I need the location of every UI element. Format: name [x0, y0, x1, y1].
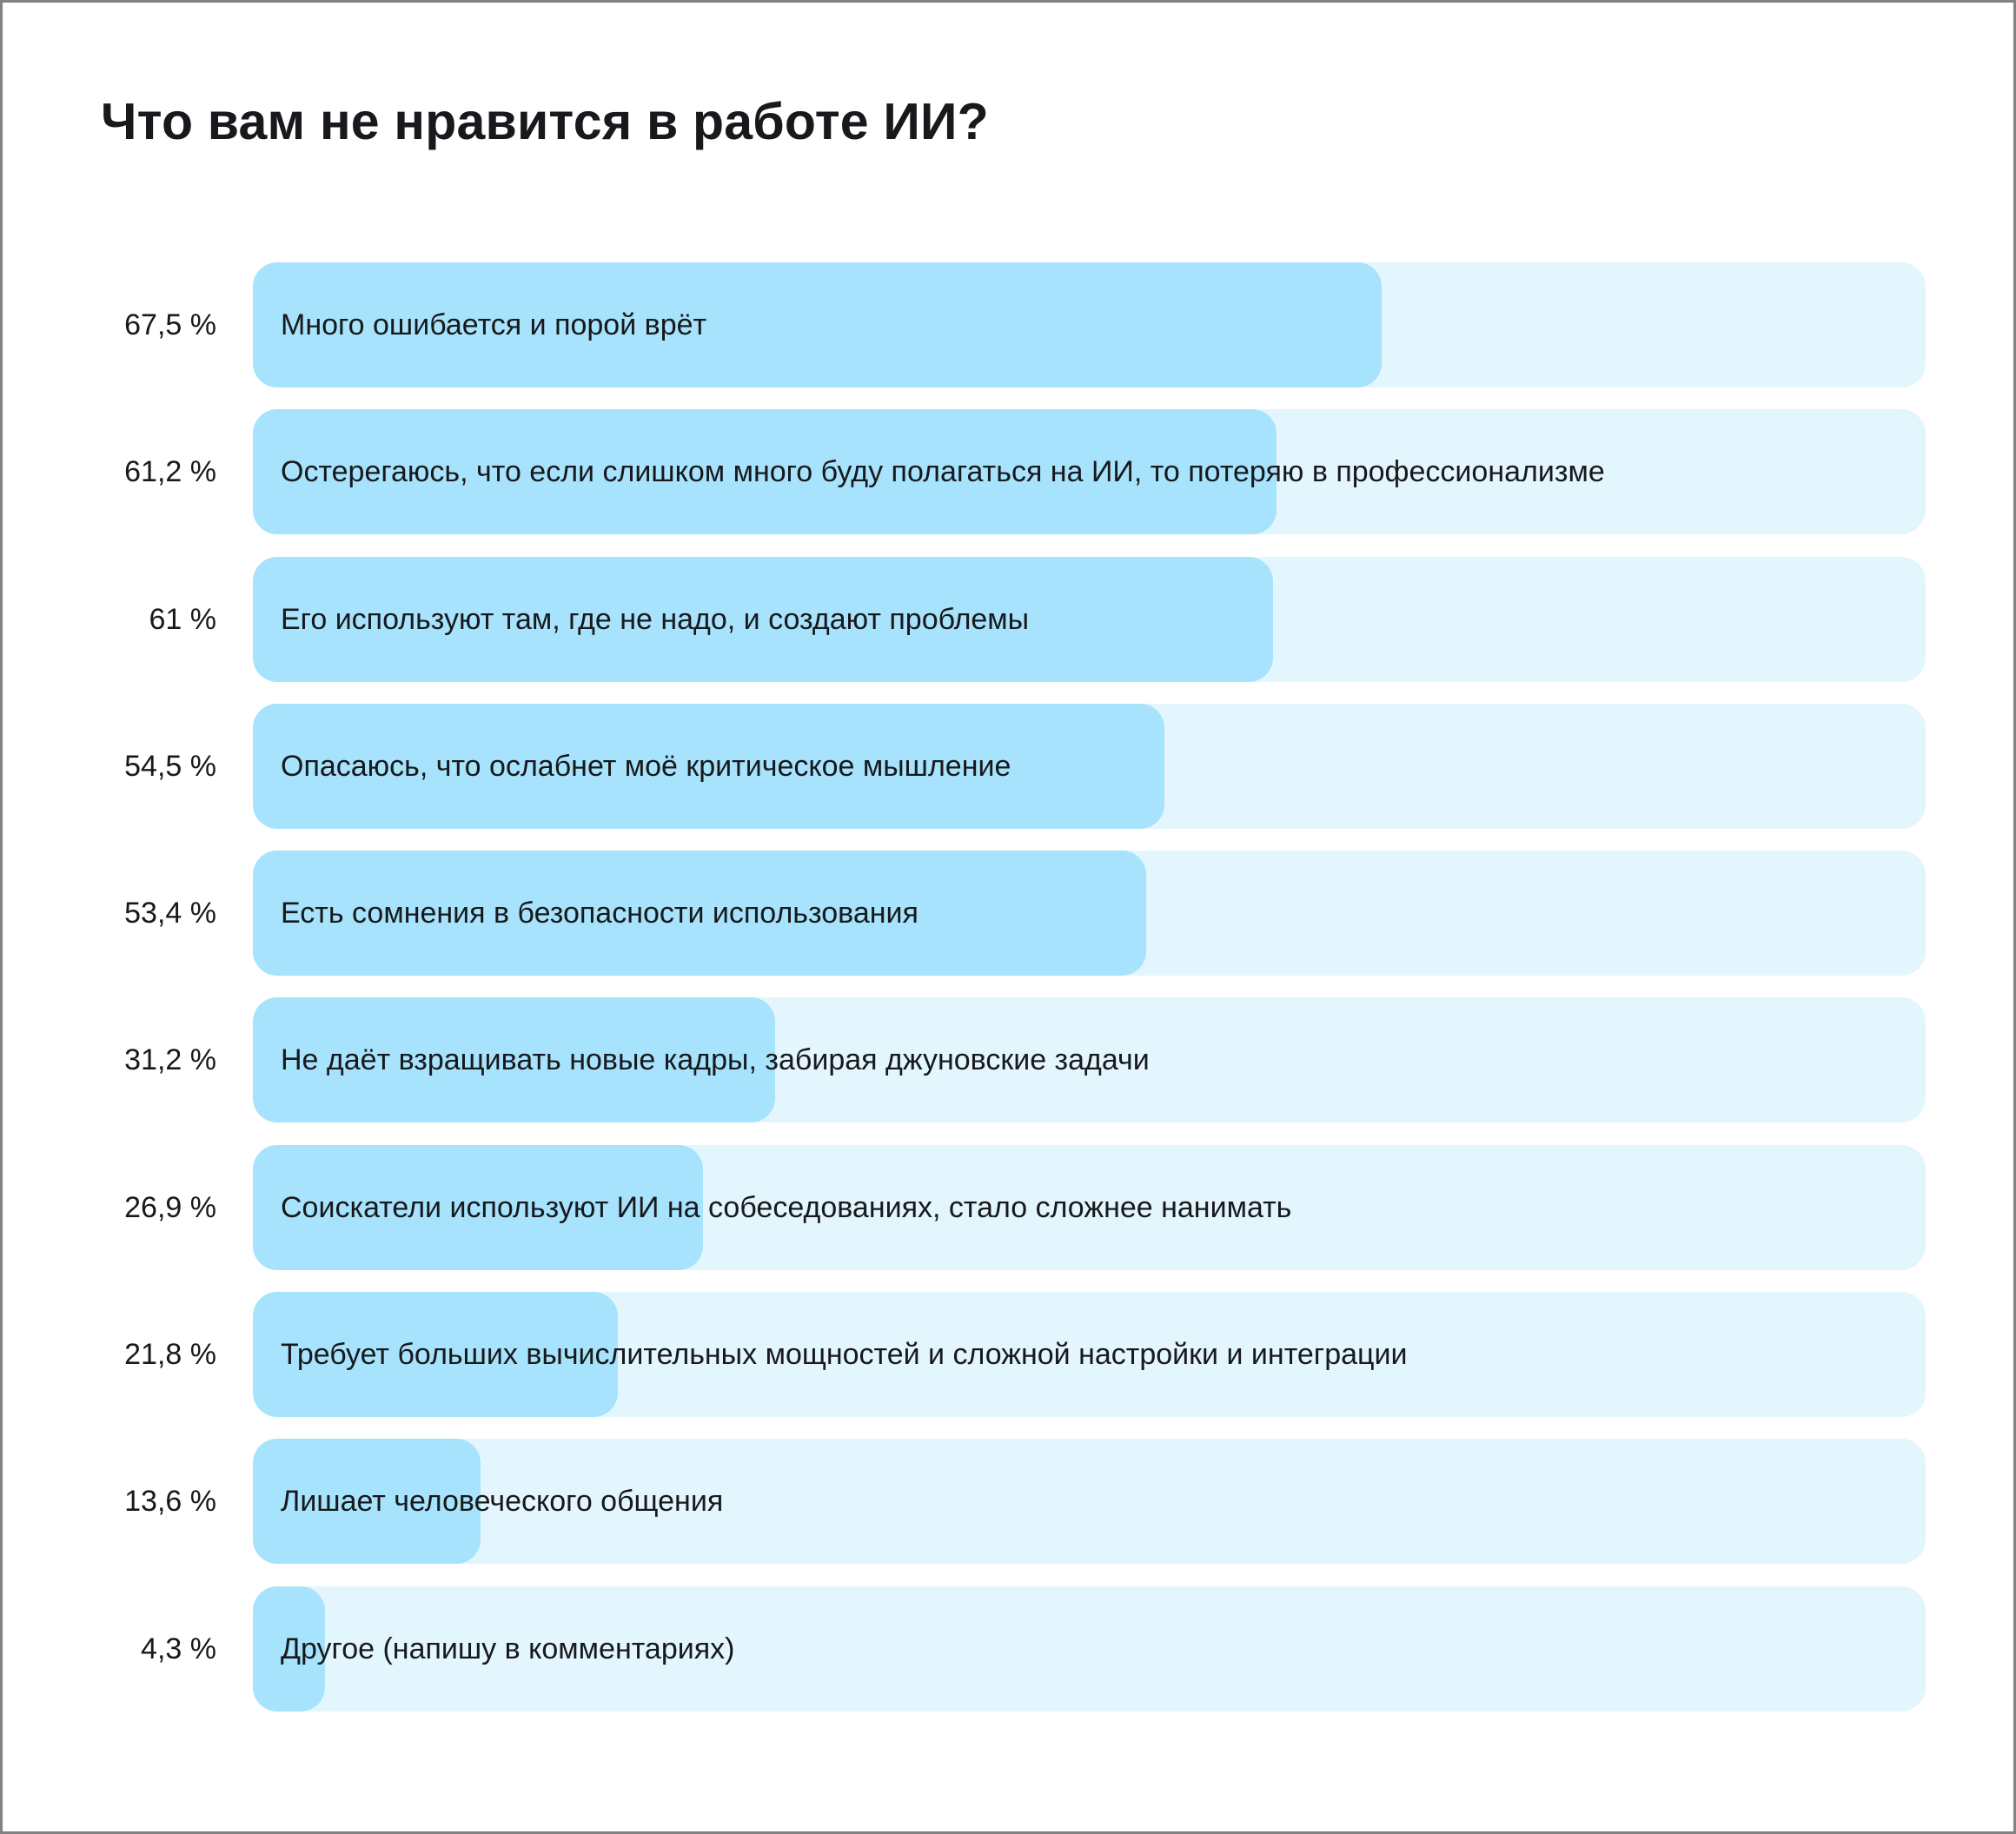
chart-row: 21,8 % Требует больших вычислительных мо…: [3, 1292, 2013, 1418]
bar-value-label: 21,8 %: [124, 1338, 216, 1372]
chart-row: 67,5 % Много ошибается и порой врёт: [3, 262, 2013, 387]
chart-row: 4,3 % Другое (напишу в комментариях): [3, 1586, 2013, 1712]
bar-track: Его используют там, где не надо, и созда…: [253, 556, 1926, 682]
bar-category-label: Есть сомнения в безопасности использован…: [281, 896, 918, 930]
bar-track: Опасаюсь, что ослабнет моё критическое м…: [253, 703, 1926, 829]
bar-fill: [253, 1144, 703, 1270]
horizontal-bar-chart: 67,5 % Много ошибается и порой врёт 61,2…: [3, 262, 2013, 1733]
bar-category-label: Соискатели используют ИИ на собеседовани…: [281, 1190, 1292, 1224]
bar-category-label: Лишает человеческого общения: [281, 1485, 724, 1519]
chart-row: 54,5 % Опасаюсь, что ослабнет моё критич…: [3, 703, 2013, 829]
chart-row: 61,2 % Остерегаюсь, что если слишком мно…: [3, 409, 2013, 535]
bar-track: Соискатели используют ИИ на собеседовани…: [253, 1144, 1926, 1270]
chart-row: 61 % Его используют там, где не надо, и …: [3, 556, 2013, 682]
bar-fill: [253, 409, 1277, 535]
bar-fill: [253, 1292, 618, 1418]
bar-category-label: Его используют там, где не надо, и созда…: [281, 602, 1030, 636]
bar-track: Другое (напишу в комментариях): [253, 1586, 1926, 1712]
bar-value-label: 61,2 %: [124, 455, 216, 489]
bar-category-label: Не даёт взращивать новые кадры, забирая …: [281, 1043, 1150, 1077]
bar-category-label: Остерегаюсь, что если слишком много буду…: [281, 455, 1605, 489]
bar-track: Не даёт взращивать новые кадры, забирая …: [253, 997, 1926, 1123]
bar-category-label: Много ошибается и порой врёт: [281, 308, 707, 341]
bar-fill: [253, 1439, 481, 1565]
bar-track: Много ошибается и порой врёт: [253, 262, 1926, 387]
bar-track: Требует больших вычислительных мощностей…: [253, 1292, 1926, 1418]
bar-category-label: Опасаюсь, что ослабнет моё критическое м…: [281, 749, 1011, 783]
bar-fill: [253, 851, 1146, 977]
bar-value-label: 61 %: [149, 602, 217, 636]
chart-row: 26,9 % Соискатели используют ИИ на собес…: [3, 1144, 2013, 1270]
bar-track: Лишает человеческого общения: [253, 1439, 1926, 1565]
bar-fill: [253, 556, 1274, 682]
bar-fill: [253, 997, 775, 1123]
page-title: Что вам не нравится в работе ИИ?: [101, 93, 989, 150]
bar-value-label: 67,5 %: [124, 308, 216, 341]
bar-track: Остерегаюсь, что если слишком много буду…: [253, 409, 1926, 535]
bar-value-label: 53,4 %: [124, 897, 216, 930]
bar-track: Есть сомнения в безопасности использован…: [253, 851, 1926, 977]
bar-value-label: 31,2 %: [124, 1043, 216, 1077]
bar-value-label: 13,6 %: [124, 1485, 216, 1519]
chart-row: 13,6 % Лишает человеческого общения: [3, 1439, 2013, 1565]
bar-fill: [253, 1586, 325, 1712]
bar-value-label: 54,5 %: [124, 749, 216, 783]
bar-category-label: Требует больших вычислительных мощностей…: [281, 1337, 1408, 1371]
bar-fill: [253, 262, 1383, 387]
bar-category-label: Другое (напишу в комментариях): [281, 1632, 735, 1665]
bar-fill: [253, 703, 1165, 829]
chart-row: 53,4 % Есть сомнения в безопасности испо…: [3, 851, 2013, 977]
bar-value-label: 4,3 %: [141, 1632, 216, 1665]
bar-value-label: 26,9 %: [124, 1190, 216, 1224]
chart-row: 31,2 % Не даёт взращивать новые кадры, з…: [3, 997, 2013, 1123]
